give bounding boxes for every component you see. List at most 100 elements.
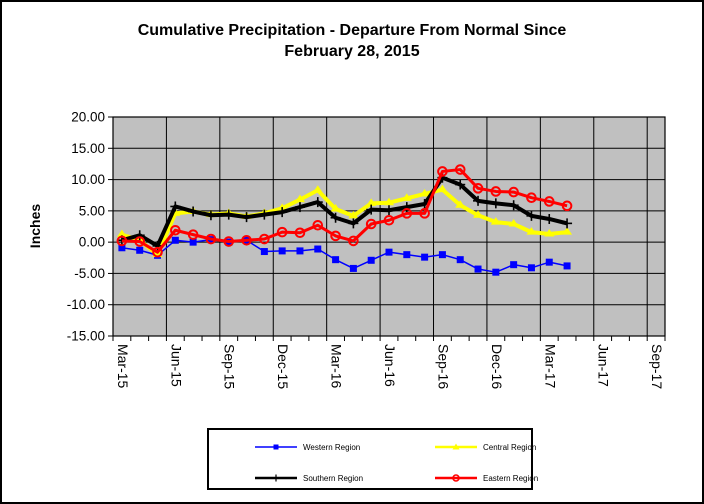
- series-western-region-marker-square: [349, 264, 357, 272]
- series-western-region-marker-square: [118, 244, 126, 252]
- chart-title-line2: February 28, 2015: [284, 43, 420, 60]
- chart-title-line1: Cumulative Precipitation - Departure Fro…: [137, 22, 567, 39]
- series-eastern-region-marker-circle: [134, 236, 146, 247]
- series-eastern-region-marker-circle: [526, 192, 537, 204]
- series-western-region-marker-square: [171, 236, 179, 244]
- legend-label-southern-region: Southern Region: [303, 473, 364, 483]
- series-western-region-marker-square: [296, 247, 304, 255]
- series-eastern-region-marker-circle: [223, 236, 235, 247]
- legend-entry-southern-region: Southern Region: [254, 472, 363, 484]
- series-western-region-marker-square: [456, 256, 464, 264]
- series-western-region-marker-square: [278, 247, 286, 255]
- series-eastern-region-marker-circle: [152, 246, 163, 258]
- series-central-region-marker-triangle: [544, 229, 555, 237]
- series-central-region-marker-triangle: [366, 198, 377, 206]
- series-central-region-marker-triangle: [312, 185, 323, 193]
- series-central-region-marker-triangle: [116, 229, 127, 238]
- legend-swatch-central-region: [435, 443, 477, 450]
- x-tick-label: Sep-17: [649, 344, 665, 389]
- series-eastern-region-marker-circle: [437, 166, 448, 177]
- x-tick-label: Sep-16: [435, 344, 451, 389]
- series-western-region-marker-square: [545, 258, 553, 266]
- x-tick-label: Dec-15: [275, 344, 291, 389]
- chart-title: Cumulative Precipitation - Departure Fro…: [0, 20, 704, 62]
- y-tick-label: 0.00: [79, 235, 105, 250]
- series-eastern-region-marker-circle: [561, 200, 573, 212]
- series-central-region-marker-triangle: [384, 197, 394, 206]
- series-eastern-region-marker-circle: [187, 229, 199, 240]
- series-eastern-region-marker-circle: [205, 233, 217, 245]
- legend-label-central-region: Central Region: [483, 442, 537, 452]
- x-tick-label: Mar-16: [329, 344, 345, 389]
- legend-swatch-shape: [452, 474, 460, 482]
- series-eastern-region-marker-circle: [419, 208, 430, 219]
- series-western-region-marker-square: [332, 256, 340, 264]
- series-eastern-region-marker-circle: [241, 234, 252, 246]
- y-tick-label: 20.00: [71, 110, 105, 125]
- y-tick-label: -10.00: [67, 297, 105, 312]
- series-western-region-marker-square: [474, 265, 482, 273]
- x-tick-label: Jun-16: [382, 344, 398, 387]
- legend-swatch-shape: [452, 443, 460, 450]
- series-eastern-region-marker-circle: [490, 186, 502, 197]
- series-western-region-marker-square: [527, 264, 535, 272]
- series-western-region-marker-square: [438, 251, 446, 259]
- series-eastern-region-marker-circle: [508, 186, 519, 198]
- series-western-region-marker-square: [510, 261, 518, 269]
- legend-swatch-eastern-region: [435, 474, 477, 482]
- chart-legend: Western Region Central Region Southern R…: [207, 428, 538, 490]
- series-western-region-marker-square: [385, 248, 393, 256]
- legend-label-western-region: Western Region: [303, 442, 361, 452]
- series-central-region-marker-triangle: [401, 193, 412, 201]
- series-eastern-region-marker-circle: [116, 235, 128, 247]
- series-central-region-marker-triangle: [455, 200, 466, 208]
- y-axis-title: Inches: [27, 204, 43, 249]
- series-central-region-marker-triangle: [437, 184, 448, 193]
- series-eastern-region-marker-circle: [330, 230, 341, 242]
- legend-entry-eastern-region: Eastern Region: [434, 472, 538, 484]
- series-central-region-marker-triangle: [348, 210, 359, 219]
- series-western-region-marker-square: [260, 248, 268, 256]
- series-central-region-marker-triangle: [330, 203, 341, 212]
- legend-swatch-shape: [273, 444, 279, 450]
- series-western-region-marker-square: [314, 245, 322, 253]
- series-central-region-marker-triangle: [526, 227, 537, 235]
- legend-entry-central-region: Central Region: [434, 441, 536, 453]
- series-western-region-marker-square: [563, 262, 571, 270]
- x-tick-label: Dec-16: [489, 344, 505, 389]
- series-eastern-region-marker-circle: [294, 227, 306, 239]
- series-eastern-region-marker-circle: [365, 218, 377, 230]
- series-western-region-marker-square: [189, 238, 197, 246]
- series-central-region-marker-triangle: [277, 203, 288, 211]
- series-western-region-marker-square: [136, 246, 144, 254]
- y-tick-label: -5.00: [74, 266, 105, 281]
- series-central-region-marker-triangle: [562, 227, 573, 235]
- y-tick-label: -15.00: [67, 329, 105, 344]
- series-eastern-region-marker-circle: [543, 196, 555, 207]
- series-central-region-marker-triangle: [419, 188, 430, 197]
- legend-label-eastern-region: Eastern Region: [483, 473, 539, 483]
- series-line-eastern-region: [121, 168, 568, 254]
- series-eastern-region-marker-circle: [383, 214, 395, 226]
- series-eastern-region-marker-circle: [401, 208, 413, 219]
- series-central-region-marker-triangle: [294, 194, 305, 203]
- legend-entry-western-region: Western Region: [254, 441, 360, 453]
- x-tick-label: Sep-15: [222, 344, 238, 389]
- x-tick-label: Jun-17: [596, 344, 612, 387]
- plot-background: [113, 117, 665, 336]
- series-eastern-region-marker-circle: [454, 164, 466, 175]
- series-eastern-region-marker-circle: [259, 233, 270, 245]
- series-eastern-region-marker-circle: [312, 219, 324, 231]
- series-eastern-region-marker-circle: [170, 224, 181, 236]
- plot-border: [112, 116, 666, 337]
- legend-swatch-southern-region: [255, 474, 297, 482]
- series-eastern-region-marker-circle: [276, 226, 288, 238]
- series-central-region-marker-triangle: [473, 210, 484, 218]
- legend-swatch-western-region: [255, 444, 297, 450]
- series-western-region-marker-square: [492, 268, 500, 276]
- x-tick-label: Jun-15: [168, 344, 184, 387]
- y-tick-label: 10.00: [71, 172, 105, 187]
- series-western-region-marker-square: [367, 256, 375, 264]
